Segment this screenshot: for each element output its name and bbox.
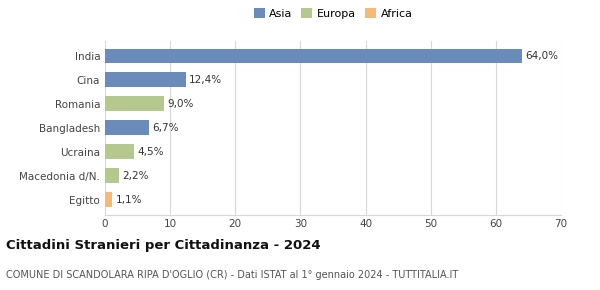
Text: 1,1%: 1,1% (115, 195, 142, 204)
Text: 6,7%: 6,7% (152, 123, 178, 133)
Bar (105, 97, 164, 111)
Text: 9,0%: 9,0% (167, 99, 193, 109)
Text: 64,0%: 64,0% (525, 51, 558, 61)
Bar (105, 120, 149, 135)
Text: 4,5%: 4,5% (137, 146, 164, 157)
Text: 12,4%: 12,4% (189, 75, 222, 85)
Text: 2,2%: 2,2% (122, 171, 149, 181)
Bar (105, 48, 522, 63)
Bar (105, 144, 134, 159)
Text: Cittadini Stranieri per Cittadinanza - 2024: Cittadini Stranieri per Cittadinanza - 2… (6, 239, 320, 252)
Bar (105, 168, 119, 183)
Text: COMUNE DI SCANDOLARA RIPA D'OGLIO (CR) - Dati ISTAT al 1° gennaio 2024 - TUTTITA: COMUNE DI SCANDOLARA RIPA D'OGLIO (CR) -… (6, 270, 458, 280)
Bar (105, 192, 112, 207)
Bar (105, 72, 186, 87)
Legend: Asia, Europa, Africa: Asia, Europa, Africa (251, 6, 415, 21)
